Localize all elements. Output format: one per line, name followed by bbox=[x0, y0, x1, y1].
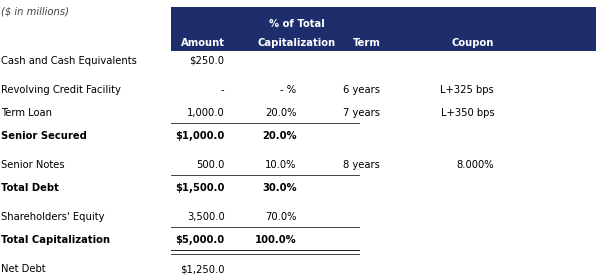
Text: -: - bbox=[221, 85, 225, 95]
Text: Shareholders' Equity: Shareholders' Equity bbox=[1, 212, 105, 222]
Text: 8 years: 8 years bbox=[343, 160, 380, 170]
Text: Term: Term bbox=[352, 38, 380, 48]
Text: $5,000.0: $5,000.0 bbox=[176, 235, 225, 245]
Text: $250.0: $250.0 bbox=[190, 56, 225, 66]
Text: L+325 bps: L+325 bps bbox=[440, 85, 494, 95]
Text: - %: - % bbox=[280, 85, 297, 95]
Text: Net Debt: Net Debt bbox=[1, 264, 46, 274]
Text: L+350 bps: L+350 bps bbox=[440, 108, 494, 118]
Text: 20.0%: 20.0% bbox=[262, 131, 297, 140]
Text: Cash and Cash Equivalents: Cash and Cash Equivalents bbox=[1, 56, 137, 66]
Text: 8.000%: 8.000% bbox=[456, 160, 494, 170]
Text: $1,000.0: $1,000.0 bbox=[176, 131, 225, 140]
Text: Total Debt: Total Debt bbox=[1, 183, 59, 193]
Text: 100.0%: 100.0% bbox=[255, 235, 297, 245]
Text: Senior Secured: Senior Secured bbox=[1, 131, 87, 140]
Text: ($ in millions): ($ in millions) bbox=[1, 7, 69, 17]
Text: 10.0%: 10.0% bbox=[265, 160, 297, 170]
Text: 500.0: 500.0 bbox=[196, 160, 225, 170]
Text: Term Loan: Term Loan bbox=[1, 108, 52, 118]
Text: Coupon: Coupon bbox=[452, 38, 494, 48]
Text: 7 years: 7 years bbox=[343, 108, 380, 118]
Text: 30.0%: 30.0% bbox=[262, 183, 297, 193]
Text: 20.0%: 20.0% bbox=[265, 108, 297, 118]
Text: 6 years: 6 years bbox=[343, 85, 380, 95]
Text: Amount: Amount bbox=[181, 38, 225, 48]
Text: 3,500.0: 3,500.0 bbox=[187, 212, 225, 222]
Text: % of Total: % of Total bbox=[268, 19, 325, 29]
Text: Total Capitalization: Total Capitalization bbox=[1, 235, 110, 245]
Text: 1,000.0: 1,000.0 bbox=[187, 108, 225, 118]
Text: Senior Notes: Senior Notes bbox=[1, 160, 65, 170]
Text: $1,250.0: $1,250.0 bbox=[180, 264, 225, 274]
Text: $1,500.0: $1,500.0 bbox=[176, 183, 225, 193]
Text: Capitalization: Capitalization bbox=[258, 38, 335, 48]
Text: Revolving Credit Facility: Revolving Credit Facility bbox=[1, 85, 121, 95]
Bar bbox=[171, 7, 596, 51]
Text: 70.0%: 70.0% bbox=[265, 212, 297, 222]
